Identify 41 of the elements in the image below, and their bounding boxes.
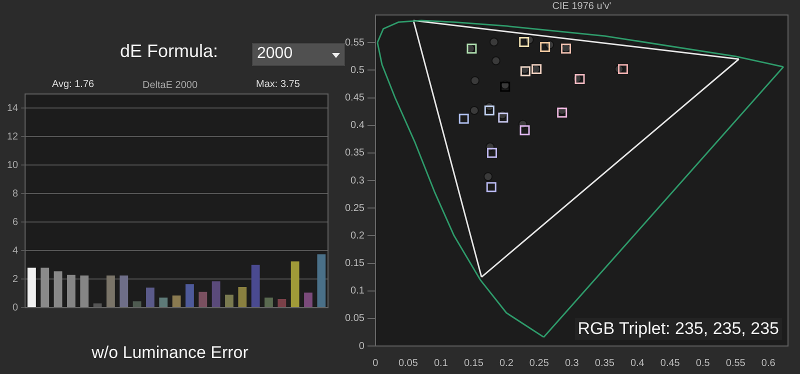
x-tick-label: 0.05: [398, 358, 418, 369]
x-tick-label: 0.25: [529, 358, 550, 369]
y-tick-label: 0.45: [344, 92, 365, 104]
x-tick-label: 0.15: [464, 358, 484, 369]
chart-title: CIE 1976 u'v': [551, 1, 612, 12]
x-tick-label: 0.5: [696, 358, 710, 369]
x-tick-label: 0.6: [761, 358, 776, 369]
y-tick-label: 0.2: [350, 230, 365, 242]
x-tick-label: 0.35: [594, 358, 615, 369]
y-tick-label: 0.15: [344, 258, 365, 269]
y-tick-label: 14: [7, 102, 19, 114]
y-tick-label: 0.3: [350, 175, 365, 186]
x-tick-label: 0.3: [564, 358, 580, 369]
dropdown-field: 2000: [252, 43, 345, 66]
y-tick-label: 0: [358, 340, 365, 352]
x-tick-label: 0.2: [499, 358, 514, 369]
y-tick-label: 0.5: [350, 64, 365, 76]
y-tick-label: 10: [7, 160, 19, 171]
y-tick-label: 0.25: [344, 202, 365, 214]
x-tick-label: 0.1: [434, 358, 448, 369]
chart-title: DeltaE 2000: [142, 80, 198, 91]
y-tick-label: 0.35: [344, 148, 365, 159]
text: Avg: 1.76: [52, 79, 94, 90]
x-tick-label: 0.45: [660, 358, 680, 369]
y-tick-label: 0.4: [350, 120, 365, 132]
y-tick-label: 2: [12, 274, 19, 285]
text: dE Formula:: [120, 41, 218, 62]
x-tick-label: 0.55: [726, 358, 746, 369]
y-tick-label: 4: [12, 245, 19, 256]
y-tick-label: 0.1: [350, 286, 365, 297]
y-tick-label: 8: [12, 188, 19, 200]
y-tick-label: 0.55: [344, 37, 365, 48]
x-tick-label: 0: [372, 358, 379, 369]
y-tick-label: 0: [12, 302, 19, 314]
annotation: RGB Triplet: 235, 235, 235: [574, 318, 782, 340]
x-axis-title: w/o Luminance Error: [90, 343, 250, 363]
text: Max: 3.75: [256, 79, 300, 90]
y-tick-label: 0.05: [344, 313, 365, 324]
y-tick-label: 6: [12, 216, 19, 228]
x-tick-label: 0.4: [630, 358, 645, 369]
y-tick-label: 12: [7, 131, 19, 142]
